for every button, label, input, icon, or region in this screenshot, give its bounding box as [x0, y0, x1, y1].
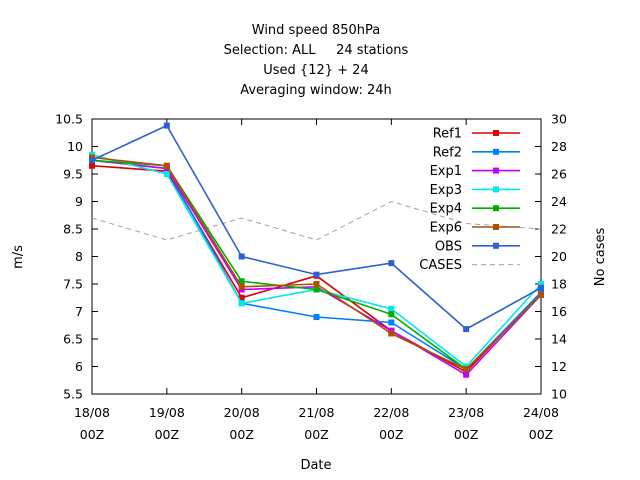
legend-label-exp4: Exp4 [430, 202, 462, 217]
data-point-obs [313, 271, 320, 278]
legend-marker-exp4 [493, 205, 499, 212]
y-tick-label: 10 [67, 139, 83, 154]
x-tick-label-date: 24/08 [523, 405, 559, 420]
x-tick-label-date: 19/08 [149, 405, 185, 420]
legend-label-ref2: Ref2 [433, 145, 462, 160]
x-tick-label-hour: 00Z [379, 427, 403, 442]
data-point-exp3 [238, 300, 245, 307]
data-point-exp4 [388, 311, 395, 318]
data-point-obs [89, 157, 95, 164]
legend-marker-obs [493, 242, 499, 249]
data-point-exp6 [538, 292, 544, 298]
x-axis-label: Date [300, 458, 331, 473]
data-point-ref1 [89, 162, 95, 169]
y2-tick-label: 18 [551, 277, 567, 292]
data-point-exp6 [463, 366, 470, 373]
x-tick-label-hour: 00Z [454, 427, 478, 442]
x-tick-label-date: 22/08 [373, 405, 409, 420]
data-point-exp6 [163, 162, 170, 169]
y2-tick-label: 12 [551, 359, 567, 374]
x-tick-label-hour: 00Z [155, 427, 179, 442]
axes: 5.5 6 6.5 7 7.5 8 8.5 9 9.5 10 10.5 10 12 14 16 18 20 22 2… [55, 112, 567, 443]
series-obs [89, 122, 544, 333]
legend-marker-exp6 [493, 224, 499, 230]
series-exp1 [89, 157, 544, 378]
data-point-obs [463, 326, 470, 333]
series-exp6 [89, 154, 544, 373]
series-ref1 [89, 162, 544, 375]
series-cases [91, 200, 542, 241]
legend-label-exp3: Exp3 [430, 183, 462, 198]
y-tick-label: 6 [75, 359, 83, 374]
y2-tick-label: 20 [551, 249, 567, 264]
series-line-cases [91, 200, 542, 241]
chart-title-line-1: Wind speed 850hPa [252, 23, 380, 38]
data-point-exp4 [313, 286, 320, 293]
y2-axis-label: No cases [593, 228, 608, 287]
y-tick-label: 9 [75, 194, 83, 209]
data-point-exp3 [388, 305, 395, 312]
data-point-ref2 [388, 319, 395, 326]
x-tick-label-hour: 00Z [529, 427, 553, 442]
y2-tick-label: 26 [551, 167, 567, 182]
y-tick-label: 10.5 [55, 112, 83, 127]
chart-title-line-4: Averaging window: 24h [240, 83, 392, 98]
data-point-exp6 [388, 330, 395, 337]
data-point-exp1 [463, 371, 470, 378]
y2-tick-label: 16 [551, 304, 567, 319]
series-line-exp1 [91, 159, 542, 376]
y2-tick-label: 30 [551, 112, 567, 127]
series-exp3 [89, 151, 544, 370]
legend-label-exp6: Exp6 [430, 221, 462, 236]
data-point-obs [238, 253, 245, 260]
y-tick-label: 7 [75, 304, 83, 319]
y-tick-label: 8.5 [63, 222, 83, 237]
data-point-exp3 [538, 281, 544, 287]
x-tick-label-hour: 00Z [80, 427, 104, 442]
x-tick-label-date: 21/08 [298, 405, 334, 420]
y-tick-label: 7.5 [63, 277, 83, 292]
data-point-exp4 [238, 278, 245, 285]
y2-tick-label: 24 [551, 194, 567, 209]
y-tick-label: 9.5 [63, 167, 83, 182]
y-axis-label: m/s [11, 245, 26, 269]
y2-tick-label: 10 [551, 387, 567, 402]
x-tick-label-date: 20/08 [224, 405, 260, 420]
series-lines [89, 122, 544, 378]
y-tick-label: 6.5 [63, 332, 83, 347]
x-tick-label-date: 18/08 [74, 405, 110, 420]
legend-marker-exp1 [493, 167, 499, 174]
legend-label-ref1: Ref1 [433, 127, 462, 142]
series-line-ref1 [91, 164, 542, 374]
data-point-exp3 [163, 171, 170, 177]
y2-tick-label: 28 [551, 139, 567, 154]
legend-label-obs: OBS [435, 239, 462, 254]
y2-tick-label: 22 [551, 222, 567, 237]
chart-title-line-2: Selection: ALL 24 stations [224, 43, 409, 58]
data-point-obs [538, 284, 544, 291]
legend-marker-ref1 [493, 130, 499, 136]
legend-label-exp1: Exp1 [430, 164, 462, 179]
data-point-obs [163, 122, 170, 129]
series-line-exp3 [91, 154, 542, 368]
x-tick-label-hour: 00Z [229, 427, 253, 442]
legend-marker-exp3 [493, 186, 499, 193]
y-tick-label: 8 [75, 249, 83, 264]
data-point-ref1 [238, 294, 245, 301]
data-point-exp6 [238, 283, 245, 290]
x-tick-label-hour: 00Z [304, 427, 328, 442]
data-point-exp6 [313, 281, 320, 287]
data-point-ref2 [313, 314, 320, 320]
legend-label-cases: CASES [419, 258, 462, 273]
legend: Ref1 Ref2 Exp1 Exp3 Exp4 Exp6 OBS CASES [419, 127, 520, 273]
plot-frame [91, 118, 542, 395]
y-tick-label: 5.5 [63, 387, 83, 402]
legend-marker-ref2 [493, 148, 499, 155]
data-point-obs [388, 260, 395, 267]
x-tick-label-date: 23/08 [448, 405, 484, 420]
chart-title-line-3: Used {12} + 24 [263, 63, 368, 78]
y2-tick-label: 14 [551, 332, 567, 347]
